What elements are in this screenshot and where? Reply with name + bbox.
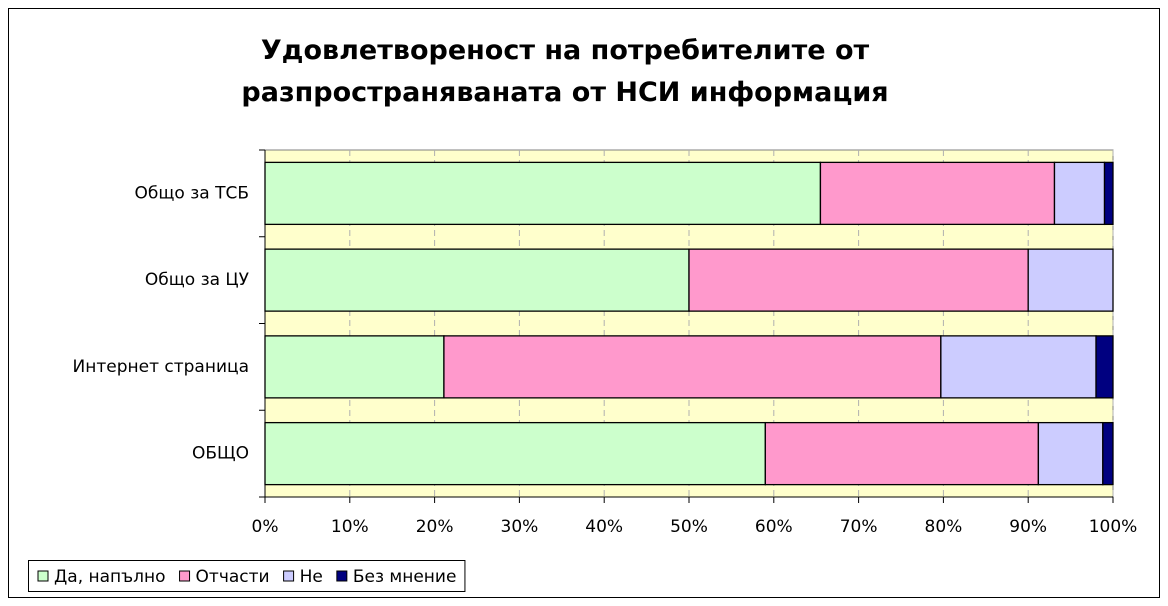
bar	[1095, 335, 1114, 399]
bar	[1037, 421, 1104, 486]
x-tick-label: 90%	[1009, 517, 1047, 537]
bar	[264, 335, 445, 399]
x-tick-label: 40%	[585, 517, 623, 537]
legend: Да, напълно Отчасти Не Без мнение	[28, 560, 466, 592]
legend-label: Да, напълно	[54, 567, 166, 587]
bar	[264, 248, 690, 312]
legend-box	[28, 560, 466, 592]
y-tick-label: ОБЩО	[192, 444, 249, 464]
x-tick-label: 60%	[755, 517, 793, 537]
legend-label: Без мнение	[353, 567, 457, 587]
bar	[1103, 161, 1114, 226]
x-tick-label: 70%	[840, 517, 878, 537]
y-tick-label: Общо за ТСБ	[135, 183, 249, 203]
legend-label: Не	[300, 567, 323, 587]
legend-swatch	[179, 570, 191, 582]
legend-swatch	[37, 570, 49, 582]
x-tick-label: 20%	[416, 517, 454, 537]
bar	[443, 335, 942, 399]
x-tick-label: 30%	[501, 517, 539, 537]
bar	[264, 421, 766, 486]
x-tick-label: 0%	[252, 517, 279, 537]
legend-swatch	[283, 570, 295, 582]
x-tick-label: 10%	[331, 517, 369, 537]
y-tick-label: Интернет страница	[73, 357, 249, 377]
bar	[940, 335, 1097, 399]
x-tick-label: 100%	[1089, 517, 1138, 537]
bar	[1027, 248, 1114, 312]
legend-label: Отчасти	[196, 567, 270, 587]
y-tick-label: Общо за ЦУ	[145, 270, 250, 290]
legend-swatch	[336, 570, 348, 582]
bar	[819, 161, 1056, 226]
chart-title: Удовлетвореност на потребителите от разп…	[241, 35, 889, 108]
bar	[688, 248, 1029, 312]
bar	[264, 161, 822, 226]
x-tick-label: 50%	[670, 517, 708, 537]
bar	[1102, 421, 1114, 486]
bar	[764, 421, 1040, 486]
bar	[1053, 161, 1106, 226]
x-tick-label: 80%	[925, 517, 963, 537]
